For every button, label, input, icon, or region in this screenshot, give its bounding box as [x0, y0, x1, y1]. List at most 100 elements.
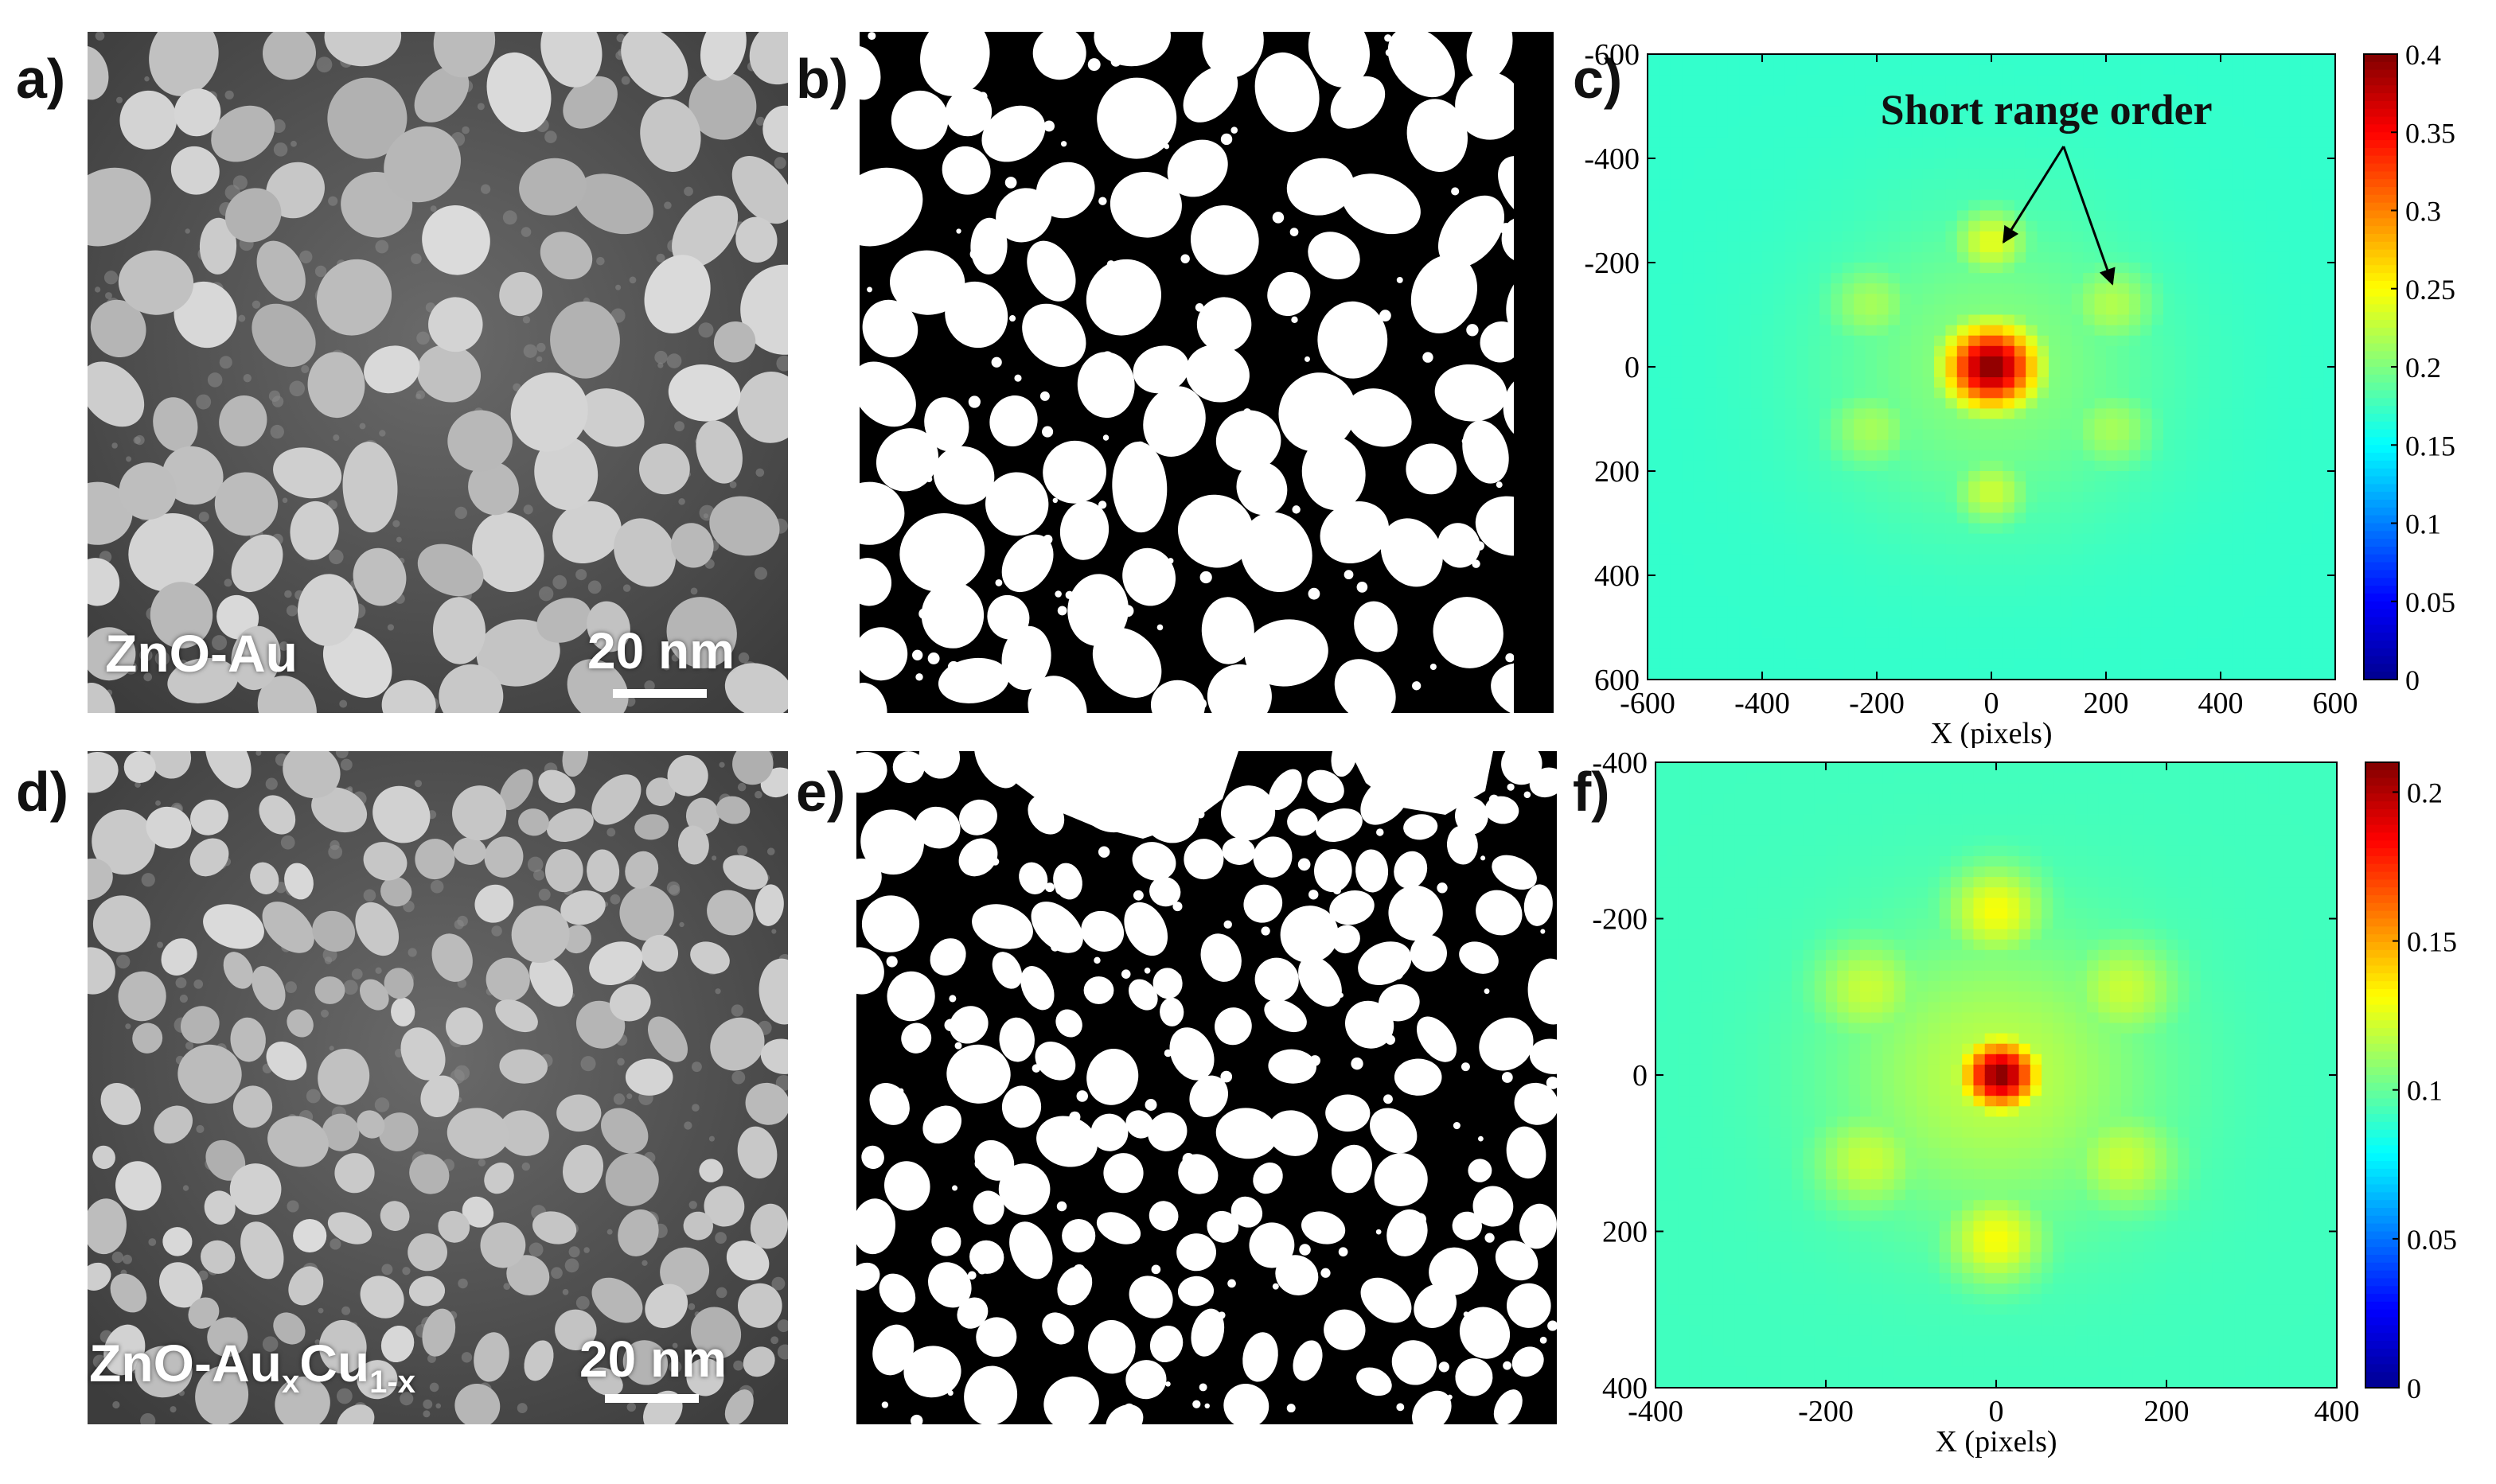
heatmap-cell [1819, 555, 1831, 566]
heatmap-cell [2244, 315, 2256, 326]
heatmap-cell [1751, 659, 1763, 670]
heatmap-cell [1934, 158, 1946, 169]
heatmap-cell [2174, 669, 2186, 680]
heatmap-cell [2060, 481, 2072, 493]
heatmap-cell [2278, 283, 2290, 294]
heatmap-cell [2095, 367, 2107, 378]
heatmap-cell [2255, 294, 2267, 305]
heatmap-cell [2152, 263, 2164, 274]
heatmap-cell [2267, 346, 2279, 357]
heatmap-cell [2255, 430, 2267, 441]
heatmap-cell [1854, 179, 1866, 190]
heatmap-cell [2267, 117, 2279, 128]
heatmap-cell [1854, 294, 1866, 305]
heatmap-cell [1773, 388, 1785, 399]
heatmap-cell [2083, 450, 2095, 462]
heatmap-cell [2095, 304, 2107, 315]
heatmap-cell [2060, 596, 2072, 607]
heatmap-cell [2049, 367, 2061, 378]
heatmap-cell [1843, 273, 1854, 284]
heatmap-cell [1671, 232, 1683, 243]
heatmap-cell [1877, 565, 1889, 576]
heatmap-cell [1728, 169, 1740, 180]
heatmap-cell [2209, 64, 2221, 76]
heatmap-cell [1980, 325, 1992, 337]
heatmap-cell [1773, 179, 1785, 190]
small-cluster [291, 141, 297, 147]
heatmap-cell [2278, 659, 2290, 670]
heatmap-cell [2014, 138, 2026, 149]
heatmap-cell [2289, 252, 2301, 263]
heatmap-cell [1980, 200, 1992, 211]
heatmap-cell [1843, 117, 1854, 128]
heatmap-cell [2140, 659, 2152, 670]
heatmap-cell [1968, 638, 1980, 649]
heatmap-cell [2324, 117, 2336, 128]
heatmap-cell [1888, 461, 1900, 472]
heatmap-cell [2255, 117, 2267, 128]
heatmap-cell [2049, 242, 2061, 253]
heatmap-cell [2060, 450, 2072, 462]
heatmap-cell [2060, 617, 2072, 628]
heatmap-cell [1705, 273, 1717, 284]
small-cluster [551, 1267, 563, 1279]
heatmap-cell [2152, 450, 2164, 462]
heatmap-cell [1659, 85, 1671, 96]
heatmap-cell [2095, 669, 2107, 680]
heatmap-cell [2186, 169, 2198, 180]
heatmap-cell [1682, 356, 1694, 368]
heatmap-cell [2003, 617, 2014, 628]
heatmap-cell [1694, 242, 1706, 253]
heatmap-cell [1968, 294, 1980, 305]
colorbar-step [2364, 390, 2397, 398]
heatmap-cell [1945, 492, 1957, 503]
heatmap-cell [2232, 242, 2244, 253]
heatmap-cell [1866, 492, 1878, 503]
small-cluster [1339, 1247, 1348, 1256]
heatmap-cell [2060, 628, 2072, 639]
heatmap-cell [1843, 138, 1854, 149]
heatmap-cell [1968, 263, 1980, 274]
heatmap-cell [2140, 461, 2152, 472]
colorbar-step [2364, 156, 2397, 164]
heatmap-cell [1854, 232, 1866, 243]
heatmap-cell [2060, 430, 2072, 441]
heatmap-cell [2209, 336, 2221, 347]
heatmap-cell [2244, 659, 2256, 670]
small-cluster [952, 1186, 957, 1191]
heatmap-cell [1705, 555, 1717, 566]
heatmap-cell [2003, 408, 2014, 419]
heatmap-cell [1739, 169, 1751, 180]
heatmap-cell [1751, 85, 1763, 96]
heatmap-cell [2129, 221, 2141, 232]
heatmap-cell [2289, 649, 2301, 660]
heatmap-cell [1980, 75, 1992, 86]
heatmap-cell [1923, 544, 1935, 555]
heatmap-cell [2198, 502, 2209, 513]
heatmap-cell [2083, 524, 2095, 535]
heatmap-cell [2255, 586, 2267, 597]
heatmap-cell [1808, 107, 1820, 118]
heatmap-cell [1694, 54, 1706, 65]
heatmap-cell [1957, 669, 1969, 680]
heatmap-cell [2174, 54, 2186, 65]
heatmap-cell [1808, 586, 1820, 597]
scale-bar-a [613, 689, 707, 698]
heatmap-cell [2301, 325, 2313, 337]
heatmap-cell [1728, 346, 1740, 357]
heatmap-cell [1659, 138, 1671, 149]
heatmap-cell [1648, 377, 1659, 388]
heatmap-cell [2255, 189, 2267, 201]
heatmap-cell [2278, 294, 2290, 305]
heatmap-cell [2038, 606, 2049, 617]
heatmap-cell [1957, 649, 1969, 660]
heatmap-cell [1888, 294, 1900, 305]
heatmap-cell [2163, 461, 2175, 472]
heatmap-cell [1900, 242, 1912, 253]
heatmap-cell [1877, 273, 1889, 284]
heatmap-cell [1751, 189, 1763, 201]
heatmap-cell [1911, 388, 1923, 399]
heatmap-cell [2198, 544, 2209, 555]
heatmap-cell [1808, 596, 1820, 607]
heatmap-cell [2049, 544, 2061, 555]
